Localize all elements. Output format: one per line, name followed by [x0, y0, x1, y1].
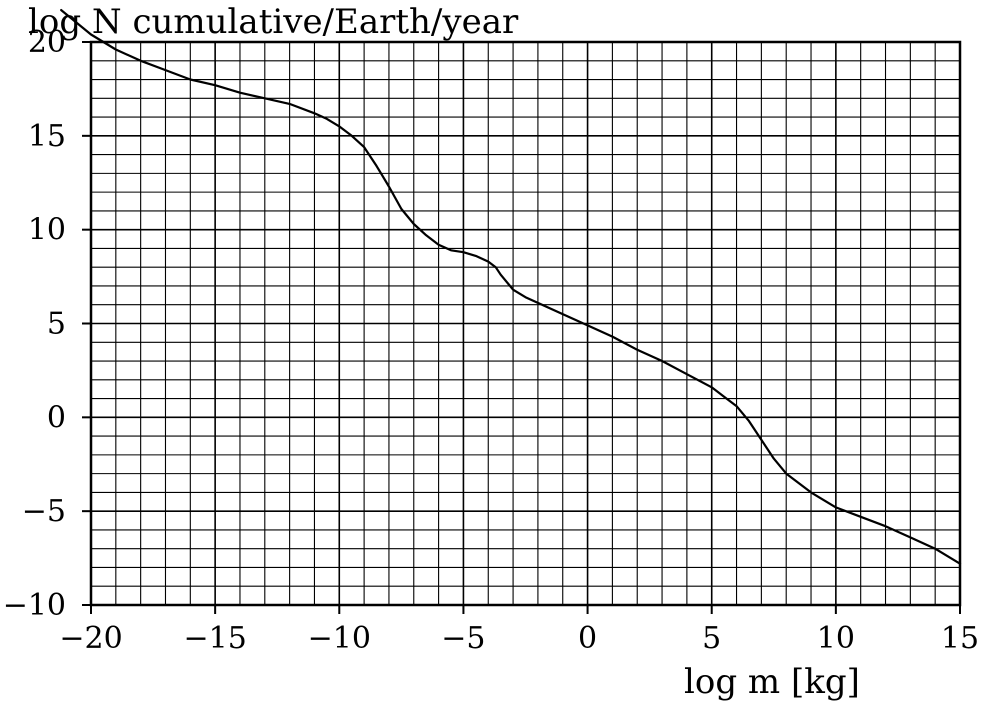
- x-tick-label: −20: [59, 621, 122, 656]
- x-tick-label: −5: [441, 621, 485, 656]
- y-axis-label: log N cumulative/Earth/year: [28, 2, 519, 42]
- y-tick-label: 5: [47, 307, 66, 342]
- y-tick-label: 0: [47, 400, 66, 435]
- x-tick-label: 15: [941, 621, 979, 656]
- x-tick-label: −15: [183, 621, 246, 656]
- y-tick-label: −10: [3, 588, 66, 623]
- x-tick-labels: −20 −15 −10 −5 0 5 10 15: [59, 621, 979, 656]
- x-tick-label: 10: [817, 621, 855, 656]
- tick-marks: [82, 41, 961, 614]
- series-line: [60, 9, 962, 565]
- x-axis-label: log m [kg]: [684, 662, 860, 702]
- x-tick-label: −10: [308, 621, 371, 656]
- y-tick-label: −5: [22, 494, 66, 529]
- y-tick-label: 10: [28, 213, 66, 248]
- x-tick-label: 5: [702, 621, 721, 656]
- y-tick-label: 20: [28, 25, 66, 60]
- y-tick-labels: −10 −5 0 5 10 15 20: [3, 25, 66, 623]
- x-tick-label: 0: [578, 621, 597, 656]
- y-tick-label: 15: [28, 119, 66, 154]
- major-grid: [91, 41, 960, 605]
